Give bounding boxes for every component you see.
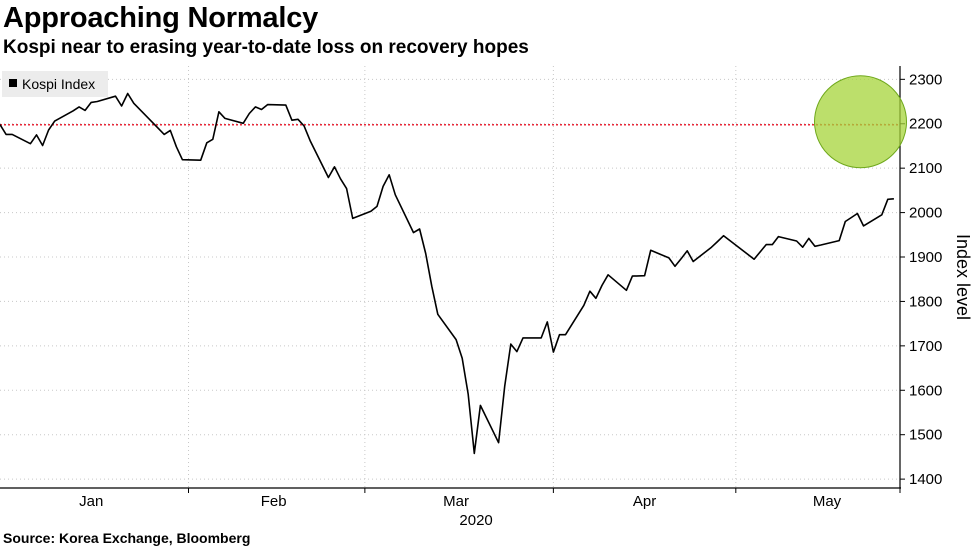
y-tick-label-1900: 1900 <box>909 249 942 266</box>
y-tick-label-2000: 2000 <box>909 205 942 222</box>
y-tick-label-1700: 1700 <box>909 338 942 355</box>
x-tick-label-apr: Apr <box>633 493 656 510</box>
highlight-circle <box>814 75 908 169</box>
y-tick-label-2200: 2200 <box>909 116 942 133</box>
x-tick-label-may: May <box>813 493 842 510</box>
series-line-kospi-index <box>0 92 894 455</box>
x-tick-label-mar: Mar <box>443 493 469 510</box>
x-tick-label-feb: Feb <box>261 493 287 510</box>
y-tick-label-2300: 2300 <box>909 71 942 88</box>
x-axis-title: 2020 <box>459 512 492 529</box>
y-tick-label-2100: 2100 <box>909 160 942 177</box>
legend-label: Kospi Index <box>22 76 95 92</box>
x-tick-label-jan: Jan <box>79 493 103 510</box>
y-tick-label-1500: 1500 <box>909 427 942 444</box>
y-tick-label-1800: 1800 <box>909 293 942 310</box>
y-axis-title: Index level <box>953 234 973 320</box>
legend-swatch <box>9 79 17 87</box>
source-note: Source: Korea Exchange, Bloomberg <box>3 530 251 546</box>
chart-title: Approaching Normalcy <box>3 2 319 34</box>
y-tick-label-1600: 1600 <box>909 382 942 399</box>
y-tick-label-1400: 1400 <box>909 471 942 488</box>
legend-box <box>2 71 108 97</box>
chart-subtitle: Kospi near to erasing year-to-date loss … <box>3 37 529 58</box>
